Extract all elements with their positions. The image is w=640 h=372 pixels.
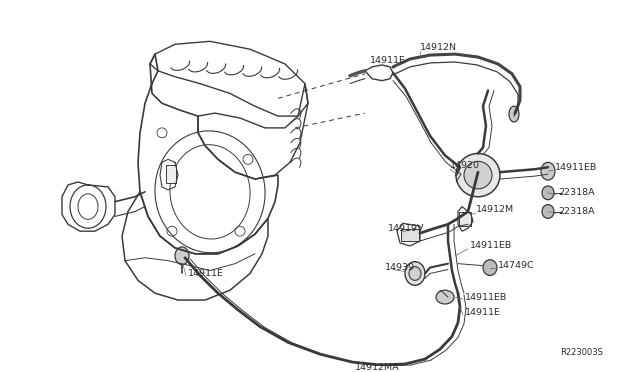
Text: 14911E: 14911E [370, 57, 406, 65]
Text: 14911E: 14911E [465, 308, 501, 317]
Text: 14912N: 14912N [420, 43, 457, 52]
Ellipse shape [509, 106, 519, 122]
Ellipse shape [464, 161, 492, 189]
Bar [459, 212, 471, 226]
Ellipse shape [483, 260, 497, 275]
Text: 14749C: 14749C [498, 261, 534, 270]
Text: 14939: 14939 [385, 263, 415, 272]
Ellipse shape [542, 186, 554, 200]
Text: 14920: 14920 [450, 161, 480, 170]
Bar [166, 165, 176, 183]
Ellipse shape [541, 162, 555, 180]
Text: 22318A: 22318A [558, 207, 595, 216]
Ellipse shape [436, 290, 454, 304]
Ellipse shape [175, 247, 189, 264]
Ellipse shape [405, 262, 425, 285]
Text: 14911EB: 14911EB [470, 241, 512, 250]
Text: 14911EB: 14911EB [555, 163, 597, 172]
Ellipse shape [409, 267, 421, 280]
Text: 14911EB: 14911EB [465, 293, 508, 302]
Ellipse shape [456, 154, 500, 197]
Text: 22318A: 22318A [558, 188, 595, 197]
Ellipse shape [542, 205, 554, 218]
Text: R223003S: R223003S [560, 348, 603, 357]
Text: 14919V: 14919V [388, 224, 424, 233]
Bar [401, 229, 419, 241]
Text: 14911E: 14911E [188, 269, 224, 278]
Text: 14912MA: 14912MA [355, 363, 399, 372]
Text: 14912M: 14912M [476, 205, 514, 214]
